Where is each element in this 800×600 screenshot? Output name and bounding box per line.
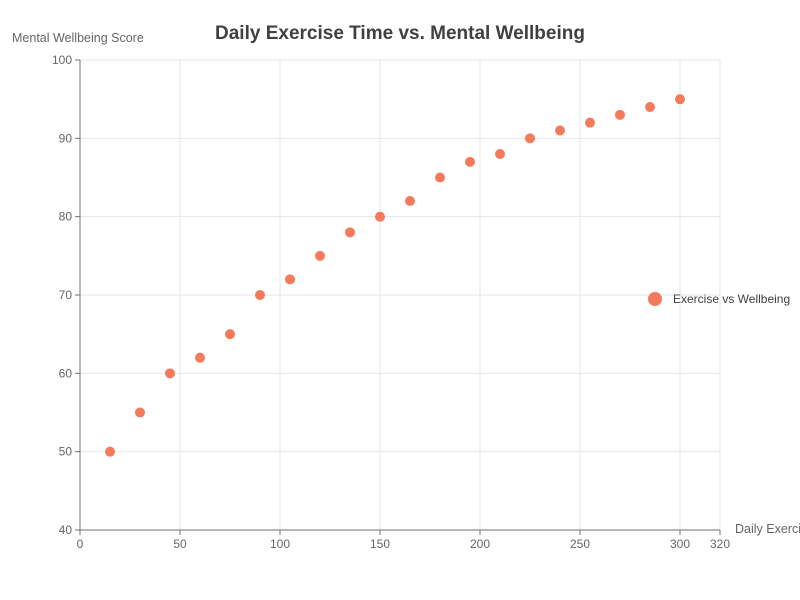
- y-tick-label: 70: [59, 288, 73, 302]
- chart-title: Daily Exercise Time vs. Mental Wellbeing: [215, 23, 585, 44]
- y-tick-label: 90: [59, 131, 73, 145]
- x-tick-label: 300: [670, 537, 690, 551]
- y-tick-label: 50: [59, 445, 73, 459]
- data-point[interactable]: [225, 329, 235, 340]
- data-point[interactable]: [255, 290, 265, 300]
- x-tick-label: 250: [570, 537, 590, 551]
- data-point[interactable]: [675, 94, 685, 105]
- y-tick-label: 60: [59, 366, 73, 380]
- x-axis-label: Daily Exerci: [735, 522, 800, 536]
- data-point[interactable]: [375, 211, 385, 222]
- data-points[interactable]: [105, 94, 685, 457]
- x-tick-label: 0: [77, 537, 84, 551]
- data-point[interactable]: [195, 352, 205, 363]
- legend[interactable]: Exercise vs Wellbeing: [648, 292, 790, 306]
- grid-lines: [79, 59, 721, 531]
- data-point[interactable]: [585, 117, 595, 128]
- x-tick-label: 320: [710, 537, 730, 551]
- y-tick-label: 40: [59, 523, 73, 537]
- data-point[interactable]: [285, 274, 295, 285]
- x-tick-label: 50: [173, 537, 187, 551]
- data-point[interactable]: [465, 156, 475, 167]
- legend-marker-icon[interactable]: [648, 292, 662, 306]
- data-point[interactable]: [435, 172, 445, 183]
- data-point[interactable]: [315, 250, 325, 261]
- data-point[interactable]: [405, 196, 415, 206]
- x-tick-label: 200: [470, 537, 490, 551]
- legend-label[interactable]: Exercise vs Wellbeing: [673, 292, 790, 306]
- y-tick-label: 100: [52, 53, 72, 67]
- data-point[interactable]: [555, 125, 565, 136]
- x-tick-label: 100: [270, 537, 290, 551]
- data-point[interactable]: [165, 368, 175, 379]
- data-point[interactable]: [105, 446, 115, 457]
- y-tick-label: 80: [59, 210, 73, 224]
- y-axis-label: Mental Wellbeing Score: [12, 31, 144, 45]
- data-point[interactable]: [495, 149, 505, 159]
- data-point[interactable]: [135, 407, 145, 418]
- tick-labels: 0 50 100 150 200 250 300 320 40 50 60 70 80 90 100: [52, 53, 730, 551]
- data-point[interactable]: [645, 102, 655, 112]
- x-tick-label: 150: [370, 537, 390, 551]
- data-point[interactable]: [615, 109, 625, 120]
- data-point[interactable]: [525, 133, 535, 144]
- data-point[interactable]: [345, 227, 355, 238]
